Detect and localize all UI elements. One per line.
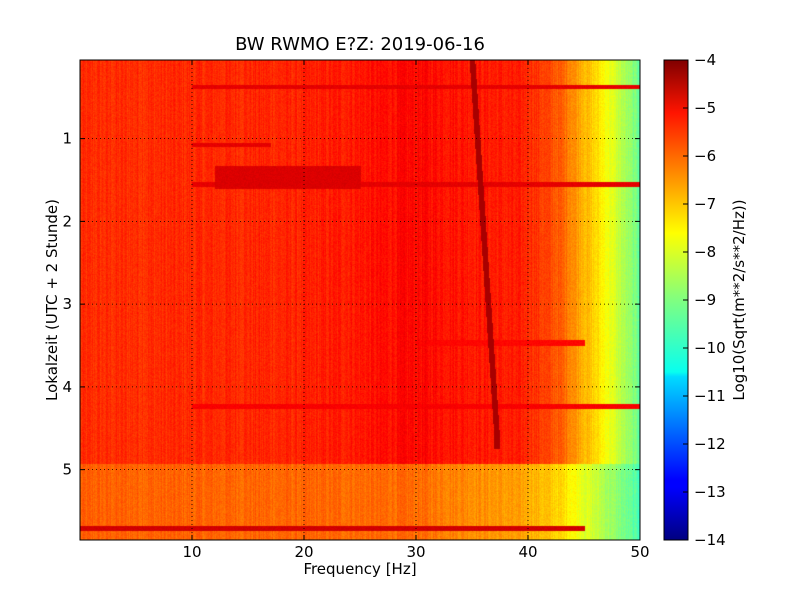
y-tick-label: 5 bbox=[62, 461, 72, 479]
colorbar-tick-label: −7 bbox=[694, 195, 716, 213]
colorbar-tick-label: −9 bbox=[694, 291, 716, 309]
colorbar-ticks: −4 −5 −6 −7 −8 −9 −10 −11 −12 −13 −14 bbox=[683, 51, 726, 549]
y-tick-label: 1 bbox=[62, 130, 72, 148]
y-axis: 1 2 3 4 5 bbox=[62, 130, 640, 479]
colorbar-tick-label: −11 bbox=[694, 387, 726, 405]
chart-title: BW RWMO E?Z: 2019-06-16 bbox=[235, 34, 485, 55]
y-tick-label: 4 bbox=[62, 378, 72, 396]
spectrogram-image bbox=[80, 60, 640, 540]
x-axis-label: Frequency [Hz] bbox=[303, 560, 417, 578]
colorbar: −4 −5 −6 −7 −8 −9 −10 −11 −12 −13 −14 bbox=[663, 51, 726, 549]
plot-area bbox=[79, 59, 641, 541]
colorbar-tick-label: −8 bbox=[694, 243, 716, 261]
colorbar-tick-label: −6 bbox=[694, 147, 716, 165]
colorbar-tick-label: −10 bbox=[694, 339, 726, 357]
colorbar-label: Log10(Sqrt(m**2/s**2/Hz)) bbox=[730, 199, 748, 401]
x-tick-label: 30 bbox=[406, 543, 425, 561]
plot-frame bbox=[79, 59, 641, 541]
x-tick-label: 40 bbox=[518, 543, 537, 561]
colorbar-tick-label: −12 bbox=[694, 435, 726, 453]
x-tick-label: 10 bbox=[182, 543, 201, 561]
x-tick-label: 20 bbox=[294, 543, 313, 561]
y-axis-label: Lokalzeit (UTC + 2 Stunde) bbox=[43, 199, 61, 401]
colorbar-tick-label: −4 bbox=[694, 51, 716, 69]
colorbar-tick-label: −5 bbox=[694, 99, 716, 117]
x-tick-label: 50 bbox=[630, 543, 649, 561]
y-tick-label: 3 bbox=[62, 295, 72, 313]
colorbar-tick-label: −14 bbox=[694, 531, 726, 549]
x-axis: 10 20 30 40 50 bbox=[182, 60, 650, 561]
grid bbox=[80, 60, 640, 540]
y-tick-label: 2 bbox=[62, 212, 72, 230]
colorbar-tick-label: −13 bbox=[694, 483, 726, 501]
